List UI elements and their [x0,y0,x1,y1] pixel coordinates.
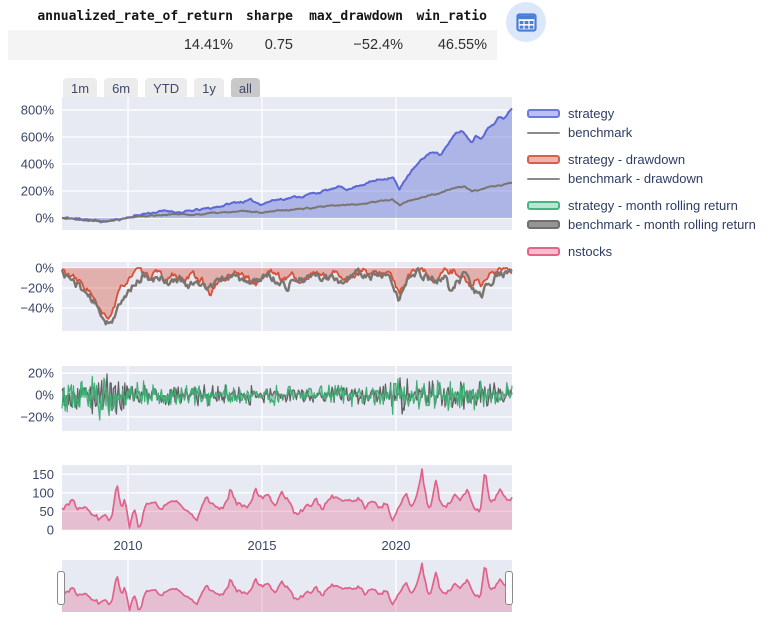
stats-column-header: annualized_rate_of_return [37,8,233,24]
drawdown-chart-plot-area[interactable] [62,262,512,331]
y-tick-label: 0% [35,210,54,225]
series-line-nstocks [61,562,513,612]
stats-value: 14.41% [183,37,233,53]
series-area-strategy-drawdown [62,268,512,319]
legend-swatch-icon [527,177,560,180]
y-tick-label: −20% [20,410,54,425]
legend-label: benchmark - drawdown [568,171,704,186]
drawdown-chart: 0% −20% −40% [20,261,513,331]
legend-label: strategy [568,106,615,121]
range-handle-left[interactable] [57,571,65,605]
series-line-benchmark [61,181,512,223]
legend-swatch-icon [527,201,560,210]
y-tick-label: 150 [32,467,54,482]
legend-label: benchmark - month rolling return [568,217,756,232]
legend-swatch-icon [527,155,560,164]
y-tick-label: 400% [21,156,55,171]
series-line-strategy [62,107,513,224]
range-selector-chart [61,560,513,612]
x-tick-label: 2015 [248,538,277,553]
legend-item[interactable]: benchmark [527,123,756,142]
legend-item[interactable]: nstocks [527,242,756,261]
y-tick-label: 200% [21,183,55,198]
stats-table: annualized_rate_of_return sharpe max_drawd… [8,2,497,60]
y-tick-label: −20% [20,281,54,296]
legend-label: strategy - drawdown [568,152,686,167]
range-button-all[interactable]: all [230,78,260,99]
legend-swatch-icon [527,247,560,256]
legend-swatch-icon [527,109,560,118]
y-tick-label: 600% [21,129,55,144]
chart-legend: strategy benchmark strategy - drawdown benc… [527,104,756,269]
stats-table-header: annualized_rate_of_return sharpe max_drawd… [8,2,497,30]
series-line-nstocks [61,468,513,529]
legend-item[interactable]: strategy [527,104,756,123]
legend-label: benchmark [568,125,633,140]
legend-item[interactable]: benchmark - drawdown [527,169,756,188]
legend-swatch-icon [527,220,560,229]
stats-column-header: win_ratio [416,8,487,24]
x-tick-label: 2010 [114,538,143,553]
stats-value: −52.4% [353,37,403,53]
range-button-6m[interactable]: 6m [104,78,139,99]
y-tick-label: 0% [35,261,54,276]
table-grid-icon [515,12,537,32]
nstocks-chart: 0 50 100 150 2010 2015 2020 [32,465,513,553]
legend-item[interactable]: strategy - month rolling return [527,196,756,215]
legend-label: nstocks [568,244,613,259]
returns-chart: 0% 200% 400% 600% 800% [21,97,513,230]
range-buttons: 1m 6m YTD 1y all [63,78,260,99]
y-tick-label: 800% [21,102,55,117]
range-button-1m[interactable]: 1m [63,78,98,99]
series-line-strategy-month-rolling-return [61,375,513,421]
legend-item[interactable]: benchmark - month rolling return [527,215,756,234]
y-tick-label: −40% [20,301,54,316]
stats-table-values: 14.41% 0.75 −52.4% 46.55% [8,30,497,60]
legend-label: strategy - month rolling return [568,198,738,213]
x-tick-label: 2020 [382,538,411,553]
legend-swatch-icon [527,131,560,134]
y-tick-label: 50 [40,504,54,519]
y-tick-label: 20% [28,366,54,381]
stats-table-toggle-button[interactable] [506,2,546,42]
series-area-strategy [62,108,512,223]
series-line-benchmark-drawdown [60,267,513,326]
y-tick-label: 0% [35,388,54,403]
legend-item[interactable]: strategy - drawdown [527,150,756,169]
y-tick-label: 100 [32,485,54,500]
stats-value: 0.75 [264,37,293,53]
rolling-return-chart: 20% 0% −20% [20,366,513,431]
stats-column-header: sharpe [246,8,293,24]
range-handle-right[interactable] [505,571,513,605]
range-button-ytd[interactable]: YTD [145,78,188,99]
range-button-1y[interactable]: 1y [194,78,224,99]
y-tick-label: 0 [47,523,54,538]
stats-value: 46.55% [437,37,487,53]
stats-column-header: max_drawdown [309,8,403,24]
